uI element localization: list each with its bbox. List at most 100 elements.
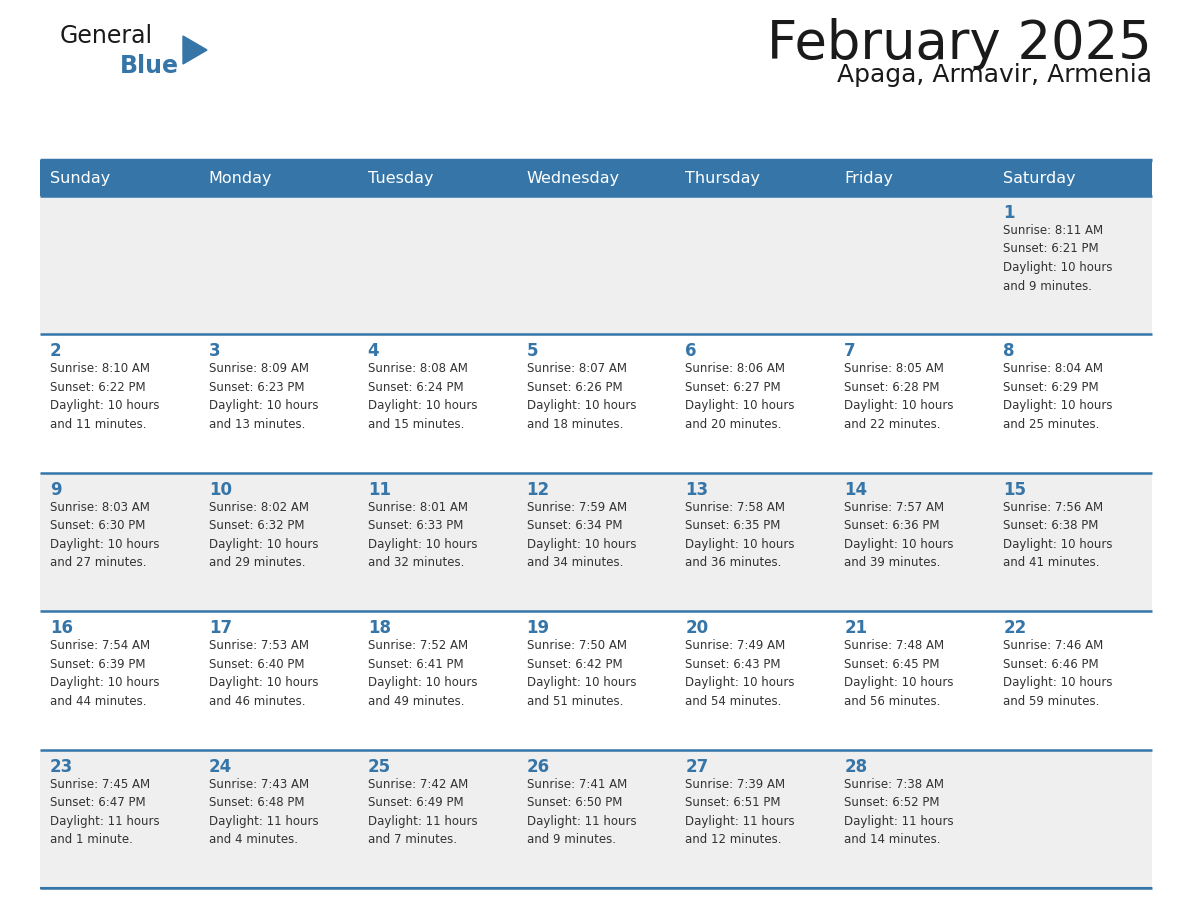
Text: Sunrise: 7:50 AM
Sunset: 6:42 PM
Daylight: 10 hours
and 51 minutes.: Sunrise: 7:50 AM Sunset: 6:42 PM Dayligh…: [526, 639, 636, 708]
Bar: [834, 334, 993, 473]
Text: 9: 9: [50, 481, 62, 498]
Text: 15: 15: [1003, 481, 1026, 498]
Text: Sunrise: 7:45 AM
Sunset: 6:47 PM
Daylight: 11 hours
and 1 minute.: Sunrise: 7:45 AM Sunset: 6:47 PM Dayligh…: [50, 778, 159, 846]
Text: Sunrise: 8:10 AM
Sunset: 6:22 PM
Daylight: 10 hours
and 11 minutes.: Sunrise: 8:10 AM Sunset: 6:22 PM Dayligh…: [50, 363, 159, 431]
Bar: [676, 334, 834, 473]
Text: Sunrise: 7:48 AM
Sunset: 6:45 PM
Daylight: 10 hours
and 56 minutes.: Sunrise: 7:48 AM Sunset: 6:45 PM Dayligh…: [845, 639, 954, 708]
Bar: [198, 611, 358, 750]
Text: Sunrise: 7:41 AM
Sunset: 6:50 PM
Daylight: 11 hours
and 9 minutes.: Sunrise: 7:41 AM Sunset: 6:50 PM Dayligh…: [526, 778, 637, 846]
Text: 27: 27: [685, 757, 709, 776]
Text: 7: 7: [845, 342, 855, 361]
Bar: [676, 160, 834, 196]
Text: Sunrise: 8:09 AM
Sunset: 6:23 PM
Daylight: 10 hours
and 13 minutes.: Sunrise: 8:09 AM Sunset: 6:23 PM Dayligh…: [209, 363, 318, 431]
Text: Sunrise: 7:43 AM
Sunset: 6:48 PM
Daylight: 11 hours
and 4 minutes.: Sunrise: 7:43 AM Sunset: 6:48 PM Dayligh…: [209, 778, 318, 846]
Bar: [358, 473, 517, 611]
Text: Sunrise: 8:06 AM
Sunset: 6:27 PM
Daylight: 10 hours
and 20 minutes.: Sunrise: 8:06 AM Sunset: 6:27 PM Dayligh…: [685, 363, 795, 431]
Text: 2: 2: [50, 342, 62, 361]
Text: Sunrise: 7:57 AM
Sunset: 6:36 PM
Daylight: 10 hours
and 39 minutes.: Sunrise: 7:57 AM Sunset: 6:36 PM Dayligh…: [845, 501, 954, 569]
Text: 14: 14: [845, 481, 867, 498]
Text: Sunrise: 7:42 AM
Sunset: 6:49 PM
Daylight: 11 hours
and 7 minutes.: Sunrise: 7:42 AM Sunset: 6:49 PM Dayligh…: [368, 778, 478, 846]
Text: General: General: [61, 24, 153, 48]
Bar: [517, 160, 676, 196]
Bar: [993, 750, 1152, 888]
Text: 8: 8: [1003, 342, 1015, 361]
Bar: [993, 334, 1152, 473]
Text: Sunrise: 7:46 AM
Sunset: 6:46 PM
Daylight: 10 hours
and 59 minutes.: Sunrise: 7:46 AM Sunset: 6:46 PM Dayligh…: [1003, 639, 1113, 708]
Text: Sunrise: 7:49 AM
Sunset: 6:43 PM
Daylight: 10 hours
and 54 minutes.: Sunrise: 7:49 AM Sunset: 6:43 PM Dayligh…: [685, 639, 795, 708]
Text: February 2025: February 2025: [767, 18, 1152, 70]
Bar: [834, 611, 993, 750]
Text: 6: 6: [685, 342, 697, 361]
Bar: [358, 160, 517, 196]
Bar: [40, 196, 198, 334]
Text: Apaga, Armavir, Armenia: Apaga, Armavir, Armenia: [838, 63, 1152, 87]
Bar: [517, 334, 676, 473]
Bar: [517, 196, 676, 334]
Text: Thursday: Thursday: [685, 171, 760, 185]
Bar: [993, 611, 1152, 750]
Bar: [517, 611, 676, 750]
Bar: [358, 611, 517, 750]
Bar: [834, 196, 993, 334]
Text: 24: 24: [209, 757, 232, 776]
Bar: [517, 750, 676, 888]
Text: 28: 28: [845, 757, 867, 776]
Text: Sunrise: 7:38 AM
Sunset: 6:52 PM
Daylight: 11 hours
and 14 minutes.: Sunrise: 7:38 AM Sunset: 6:52 PM Dayligh…: [845, 778, 954, 846]
Text: Sunrise: 8:07 AM
Sunset: 6:26 PM
Daylight: 10 hours
and 18 minutes.: Sunrise: 8:07 AM Sunset: 6:26 PM Dayligh…: [526, 363, 636, 431]
Text: Sunrise: 7:58 AM
Sunset: 6:35 PM
Daylight: 10 hours
and 36 minutes.: Sunrise: 7:58 AM Sunset: 6:35 PM Dayligh…: [685, 501, 795, 569]
Bar: [358, 196, 517, 334]
Text: 13: 13: [685, 481, 708, 498]
Text: 11: 11: [368, 481, 391, 498]
Text: 3: 3: [209, 342, 221, 361]
Text: Blue: Blue: [120, 54, 179, 78]
Text: 23: 23: [50, 757, 74, 776]
Bar: [676, 750, 834, 888]
Text: Sunrise: 8:01 AM
Sunset: 6:33 PM
Daylight: 10 hours
and 32 minutes.: Sunrise: 8:01 AM Sunset: 6:33 PM Dayligh…: [368, 501, 478, 569]
Bar: [40, 473, 198, 611]
Text: Sunrise: 7:59 AM
Sunset: 6:34 PM
Daylight: 10 hours
and 34 minutes.: Sunrise: 7:59 AM Sunset: 6:34 PM Dayligh…: [526, 501, 636, 569]
Text: 18: 18: [368, 620, 391, 637]
Bar: [198, 334, 358, 473]
Text: Sunday: Sunday: [50, 171, 110, 185]
Bar: [40, 334, 198, 473]
Text: Sunrise: 7:56 AM
Sunset: 6:38 PM
Daylight: 10 hours
and 41 minutes.: Sunrise: 7:56 AM Sunset: 6:38 PM Dayligh…: [1003, 501, 1113, 569]
Text: Monday: Monday: [209, 171, 272, 185]
Text: 12: 12: [526, 481, 550, 498]
Bar: [834, 160, 993, 196]
Bar: [676, 473, 834, 611]
Text: Sunrise: 8:05 AM
Sunset: 6:28 PM
Daylight: 10 hours
and 22 minutes.: Sunrise: 8:05 AM Sunset: 6:28 PM Dayligh…: [845, 363, 954, 431]
Text: 1: 1: [1003, 204, 1015, 222]
Text: 4: 4: [368, 342, 379, 361]
Text: Saturday: Saturday: [1003, 171, 1076, 185]
Text: Sunrise: 8:03 AM
Sunset: 6:30 PM
Daylight: 10 hours
and 27 minutes.: Sunrise: 8:03 AM Sunset: 6:30 PM Dayligh…: [50, 501, 159, 569]
Text: Sunrise: 7:39 AM
Sunset: 6:51 PM
Daylight: 11 hours
and 12 minutes.: Sunrise: 7:39 AM Sunset: 6:51 PM Dayligh…: [685, 778, 795, 846]
Bar: [517, 473, 676, 611]
Bar: [198, 160, 358, 196]
Bar: [40, 750, 198, 888]
Text: 21: 21: [845, 620, 867, 637]
Bar: [834, 750, 993, 888]
Bar: [198, 473, 358, 611]
Text: Friday: Friday: [845, 171, 893, 185]
Bar: [198, 196, 358, 334]
Polygon shape: [183, 36, 207, 64]
Text: Sunrise: 7:53 AM
Sunset: 6:40 PM
Daylight: 10 hours
and 46 minutes.: Sunrise: 7:53 AM Sunset: 6:40 PM Dayligh…: [209, 639, 318, 708]
Text: Tuesday: Tuesday: [368, 171, 434, 185]
Text: 20: 20: [685, 620, 708, 637]
Text: Wednesday: Wednesday: [526, 171, 620, 185]
Text: Sunrise: 8:02 AM
Sunset: 6:32 PM
Daylight: 10 hours
and 29 minutes.: Sunrise: 8:02 AM Sunset: 6:32 PM Dayligh…: [209, 501, 318, 569]
Text: Sunrise: 8:04 AM
Sunset: 6:29 PM
Daylight: 10 hours
and 25 minutes.: Sunrise: 8:04 AM Sunset: 6:29 PM Dayligh…: [1003, 363, 1113, 431]
Bar: [993, 473, 1152, 611]
Text: 5: 5: [526, 342, 538, 361]
Bar: [198, 750, 358, 888]
Text: Sunrise: 7:54 AM
Sunset: 6:39 PM
Daylight: 10 hours
and 44 minutes.: Sunrise: 7:54 AM Sunset: 6:39 PM Dayligh…: [50, 639, 159, 708]
Bar: [676, 196, 834, 334]
Text: 10: 10: [209, 481, 232, 498]
Bar: [358, 750, 517, 888]
Bar: [676, 611, 834, 750]
Bar: [40, 611, 198, 750]
Bar: [993, 160, 1152, 196]
Bar: [834, 473, 993, 611]
Text: Sunrise: 8:11 AM
Sunset: 6:21 PM
Daylight: 10 hours
and 9 minutes.: Sunrise: 8:11 AM Sunset: 6:21 PM Dayligh…: [1003, 224, 1113, 293]
Text: 16: 16: [50, 620, 72, 637]
